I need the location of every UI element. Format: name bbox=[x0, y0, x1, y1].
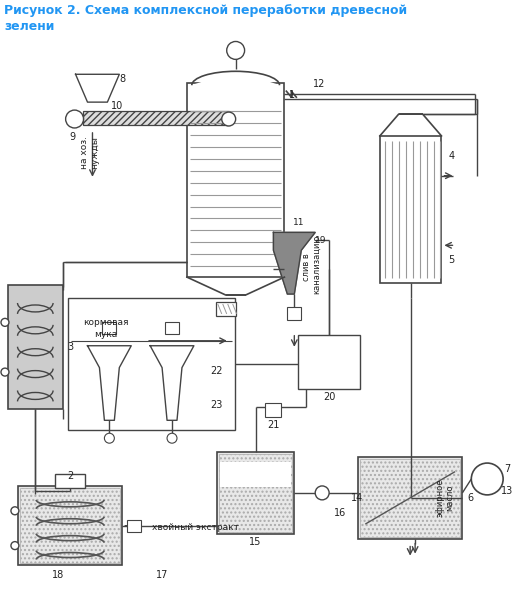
Text: 5: 5 bbox=[448, 255, 455, 265]
Circle shape bbox=[227, 41, 245, 59]
Circle shape bbox=[471, 463, 503, 495]
Text: на хоз.: на хоз. bbox=[80, 137, 89, 170]
Bar bbox=[360, 459, 460, 537]
Circle shape bbox=[11, 507, 19, 515]
Bar bbox=[187, 83, 284, 277]
Text: хвойный экстракт: хвойный экстракт bbox=[152, 523, 239, 532]
Polygon shape bbox=[191, 71, 280, 85]
Circle shape bbox=[167, 433, 177, 443]
Circle shape bbox=[315, 486, 329, 500]
Text: 3: 3 bbox=[67, 342, 74, 352]
Text: мука: мука bbox=[94, 330, 117, 339]
Text: 23: 23 bbox=[210, 400, 223, 410]
Text: масло: масло bbox=[445, 485, 454, 511]
Text: 1: 1 bbox=[289, 90, 295, 100]
Text: 11: 11 bbox=[292, 218, 304, 227]
Text: 16: 16 bbox=[334, 508, 346, 518]
Text: 19: 19 bbox=[315, 236, 327, 245]
Text: 9: 9 bbox=[69, 132, 76, 142]
Text: канализацию: канализацию bbox=[312, 235, 321, 294]
Text: кормовая: кормовая bbox=[82, 318, 128, 328]
Bar bbox=[8, 285, 63, 409]
Text: 17: 17 bbox=[156, 570, 168, 580]
Bar bbox=[165, 322, 179, 334]
Text: 13: 13 bbox=[501, 486, 513, 496]
Polygon shape bbox=[88, 346, 131, 420]
Text: 10: 10 bbox=[111, 101, 124, 111]
Text: 20: 20 bbox=[323, 392, 335, 403]
Circle shape bbox=[1, 368, 9, 376]
Text: 12: 12 bbox=[313, 79, 325, 89]
Polygon shape bbox=[76, 74, 120, 102]
Text: 2: 2 bbox=[67, 471, 73, 481]
Text: 6: 6 bbox=[467, 493, 473, 503]
Bar bbox=[20, 488, 120, 564]
Bar bbox=[217, 452, 294, 534]
Bar bbox=[127, 520, 141, 532]
Text: 15: 15 bbox=[250, 537, 262, 547]
Bar bbox=[18, 486, 122, 565]
Bar bbox=[266, 403, 281, 418]
Text: 18: 18 bbox=[52, 570, 64, 580]
Text: зелени: зелени bbox=[4, 20, 54, 32]
Text: эфирное: эфирное bbox=[436, 479, 445, 517]
Polygon shape bbox=[274, 232, 315, 294]
Text: слив в: слив в bbox=[302, 253, 311, 281]
Text: 21: 21 bbox=[267, 420, 280, 430]
Text: 7: 7 bbox=[504, 464, 510, 474]
Bar bbox=[298, 335, 360, 389]
Text: 22: 22 bbox=[210, 365, 223, 376]
Bar bbox=[380, 136, 442, 283]
Text: 4: 4 bbox=[448, 151, 455, 161]
Bar bbox=[219, 454, 292, 532]
Circle shape bbox=[222, 112, 235, 126]
Circle shape bbox=[104, 433, 114, 443]
Circle shape bbox=[1, 319, 9, 326]
Bar bbox=[102, 322, 116, 334]
Bar bbox=[216, 302, 235, 316]
Bar bbox=[220, 462, 291, 487]
Text: 8: 8 bbox=[119, 74, 125, 84]
Text: 14: 14 bbox=[351, 493, 363, 503]
Bar bbox=[82, 111, 229, 125]
Polygon shape bbox=[150, 346, 194, 420]
Bar bbox=[55, 474, 85, 488]
Circle shape bbox=[11, 541, 19, 549]
Bar bbox=[358, 457, 462, 539]
Text: Рисунок 2. Схема комплексной переработки древесной: Рисунок 2. Схема комплексной переработки… bbox=[4, 4, 407, 17]
Bar bbox=[68, 298, 235, 430]
Circle shape bbox=[66, 110, 84, 128]
Text: нужды: нужды bbox=[90, 137, 99, 170]
Bar bbox=[288, 307, 301, 320]
